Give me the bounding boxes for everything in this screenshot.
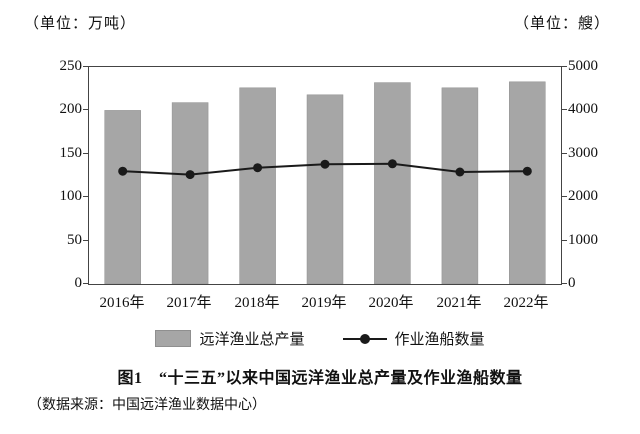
y-axis-left-tick-250: 250 (59, 58, 83, 74)
y-axis-right-tick-5000: 5000 (568, 58, 598, 74)
data-source-note: （数据来源：中国远洋渔业数据中心） (28, 398, 266, 413)
tick-mark-right-1000 (562, 240, 567, 241)
y-axis-left-tick-100: 100 (59, 188, 83, 205)
line-point-2021年 (455, 167, 465, 177)
legend-item-production: 远洋渔业总产量 (155, 328, 305, 349)
tick-mark-right-0 (562, 283, 567, 284)
tick-mark-right-5000 (562, 66, 567, 67)
line-point-2017年 (185, 170, 195, 180)
x-axis-label-2020年: 2020年 (368, 295, 414, 311)
x-axis-label-2019年: 2019年 (301, 295, 347, 311)
tick-mark-left-250 (83, 66, 88, 67)
tick-mark-right-4000 (562, 109, 567, 110)
chart-caption: 图1 “十三五”以来中国远洋渔业总产量及作业渔船数量 (117, 370, 523, 387)
y-axis-right-tick-2000: 2000 (568, 188, 598, 205)
legend-item-vessels: 作业渔船数量 (342, 328, 485, 349)
plot-area (88, 66, 562, 285)
tick-mark-left-100 (83, 196, 88, 197)
line-point-2019年 (320, 159, 330, 169)
right-axis-unit-label: （单位：艘） (513, 16, 610, 32)
y-axis-right-tick-1000: 1000 (568, 231, 598, 248)
left-axis-unit-label: （单位：万吨） (24, 16, 137, 32)
tick-mark-left-0 (83, 283, 88, 284)
bar-2018年 (239, 87, 276, 284)
y-axis-left-tick-50: 50 (67, 231, 82, 248)
x-axis-label-2022年: 2022年 (503, 295, 549, 311)
y-axis-left-tick-0: 0 (74, 275, 83, 291)
x-axis-label-2021年: 2021年 (436, 295, 482, 311)
x-axis-label-2018年: 2018年 (234, 295, 280, 311)
bar-2016年 (104, 110, 141, 284)
tick-mark-right-3000 (562, 153, 567, 154)
line-dot-swatch-icon (342, 331, 387, 346)
line-point-2020年 (387, 159, 397, 169)
bar-2021年 (441, 87, 479, 284)
y-axis-left-tick-200: 200 (59, 101, 83, 118)
bar-line-chart (104, 81, 546, 284)
legend-label-production: 远洋渔业总产量 (199, 331, 305, 348)
y-axis-right-tick-3000: 3000 (568, 144, 598, 161)
bar-2019年 (306, 94, 344, 284)
line-point-2018年 (253, 163, 263, 173)
tick-mark-left-200 (83, 109, 88, 110)
y-axis-right-tick-4000: 4000 (568, 101, 598, 118)
tick-mark-left-50 (83, 240, 88, 241)
bar-2017年 (171, 102, 209, 284)
line-point-2016年 (118, 166, 128, 176)
y-axis-right-tick-0: 0 (568, 275, 576, 291)
bar-2022年 (509, 81, 546, 284)
bar-swatch-icon (155, 329, 192, 347)
tick-mark-left-150 (83, 153, 88, 154)
tick-mark-right-2000 (562, 196, 567, 197)
x-axis-label-2017年: 2017年 (166, 295, 212, 311)
chart-legend: 远洋渔业总产量 作业渔船数量 (0, 326, 640, 350)
line-point-2022年 (522, 166, 532, 176)
bar-2020年 (374, 82, 411, 284)
y-axis-left-tick-150: 150 (59, 144, 83, 161)
line-swatch-dot (359, 333, 370, 344)
x-axis-label-2016年: 2016年 (99, 295, 145, 311)
legend-label-vessels: 作业渔船数量 (394, 331, 485, 348)
